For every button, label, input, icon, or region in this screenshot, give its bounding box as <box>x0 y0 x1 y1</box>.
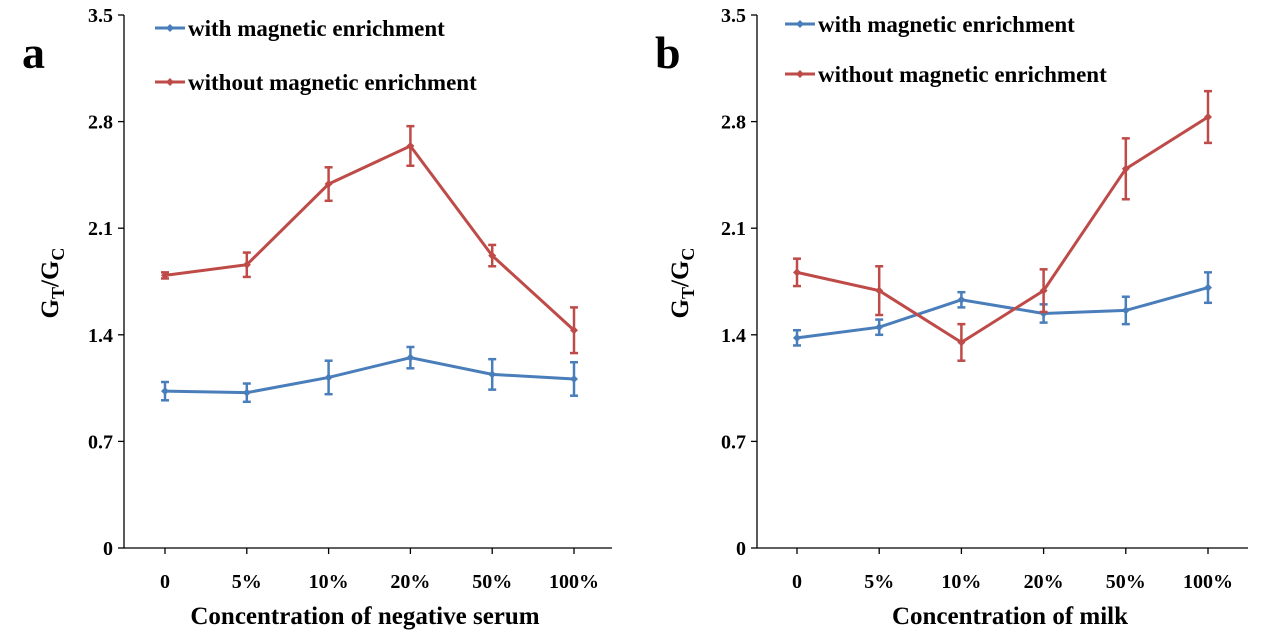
data-point <box>793 333 801 342</box>
y-axis-label-text: /G <box>667 261 694 288</box>
x-tick-label: 0 <box>160 571 170 593</box>
y-tick-label: 2.1 <box>88 218 113 240</box>
legend-label: without magnetic enrichment <box>188 70 477 95</box>
data-point <box>242 388 251 397</box>
data-point <box>570 374 578 383</box>
legend-marker <box>166 78 174 86</box>
x-tick-label: 10% <box>941 571 981 593</box>
series-line <box>164 144 576 332</box>
y-tick-label: 2.8 <box>721 112 746 134</box>
legend-label: without magnetic enrichment <box>818 62 1107 87</box>
data-point <box>324 180 333 189</box>
legend-entry: with magnetic enrichment <box>785 12 1075 37</box>
chart-panel-a: 0 0.7 1.4 2.1 2.8 3.5 0 5% 10% 20% 50% 100% with mag… <box>22 5 612 630</box>
y-tick-label: 0.7 <box>721 431 746 453</box>
series-with-enrichment <box>161 345 578 404</box>
x-tick-label: 20% <box>1024 571 1064 593</box>
y-tick-label: 0 <box>736 538 746 560</box>
x-tick-label: 5% <box>864 571 894 593</box>
data-point <box>406 353 415 362</box>
y-axis-label-subscript: C <box>678 248 698 261</box>
data-point <box>488 370 497 379</box>
y-tick-label: 3.5 <box>721 5 746 27</box>
y-tick-label: 2.1 <box>721 218 746 240</box>
data-point <box>161 387 169 396</box>
y-axis-label: GT/GC <box>667 248 698 319</box>
y-tick-label: 3.5 <box>88 5 113 27</box>
data-point <box>1204 113 1212 122</box>
data-point <box>570 326 578 335</box>
x-tick-label: 0 <box>792 571 802 593</box>
legend-entry: without magnetic enrichment <box>785 62 1107 87</box>
y-axis-label-text: /G <box>37 261 64 288</box>
series-without-enrichment <box>793 89 1212 362</box>
x-tick-label: 50% <box>1106 571 1146 593</box>
legend-entry: with magnetic enrichment <box>155 16 445 41</box>
data-point <box>242 260 251 269</box>
legend-label: with magnetic enrichment <box>818 12 1075 37</box>
y-axis-label-text: G <box>667 299 694 318</box>
y-tick-label: 1.4 <box>721 325 746 347</box>
panel-label: a <box>22 27 45 78</box>
series-without-enrichment <box>161 124 578 355</box>
data-point <box>1204 283 1212 292</box>
x-tick-label: 5% <box>232 571 262 593</box>
data-point <box>1039 286 1048 295</box>
data-point <box>875 286 884 295</box>
data-point <box>324 373 333 382</box>
data-point <box>1121 164 1130 173</box>
data-point <box>875 323 884 332</box>
legend-entry: without magnetic enrichment <box>155 70 477 95</box>
chart-panel-b: 0 0.7 1.4 2.1 2.8 3.5 0 5% 10% 20% 50% 100% with mag… <box>655 5 1248 630</box>
y-axis-label-subscript: C <box>48 248 68 261</box>
data-point <box>1121 306 1130 315</box>
legend-label: with magnetic enrichment <box>188 16 445 41</box>
y-axis-label-subscript: T <box>48 287 68 299</box>
y-axis-label-subscript: T <box>678 287 698 299</box>
legend-marker <box>166 24 174 32</box>
y-axis-label-text: G <box>37 299 64 318</box>
y-tick-label: 0 <box>103 538 113 560</box>
x-axis-label: Concentration of milk <box>892 603 1128 630</box>
legend-marker <box>796 70 804 78</box>
series-line <box>164 356 575 395</box>
series-line <box>796 115 1209 345</box>
data-point <box>488 251 497 260</box>
data-point <box>957 295 966 304</box>
series-with-enrichment <box>793 271 1212 347</box>
x-tick-label: 100% <box>549 571 599 593</box>
series-line <box>796 286 1209 340</box>
y-tick-label: 0.7 <box>88 431 113 453</box>
x-tick-label: 100% <box>1183 571 1233 593</box>
data-point <box>957 338 966 347</box>
legend-marker <box>796 20 804 28</box>
y-tick-label: 2.8 <box>88 112 113 134</box>
x-axis-label: Concentration of negative serum <box>190 603 539 630</box>
y-tick-label: 1.4 <box>88 325 113 347</box>
data-point <box>793 268 801 277</box>
panel-label: b <box>655 27 681 78</box>
data-point <box>161 271 169 280</box>
x-tick-label: 10% <box>309 571 349 593</box>
data-point <box>406 141 415 150</box>
y-axis-label: GT/GC <box>37 248 68 319</box>
x-tick-label: 20% <box>390 571 430 593</box>
x-tick-label: 50% <box>472 571 512 593</box>
